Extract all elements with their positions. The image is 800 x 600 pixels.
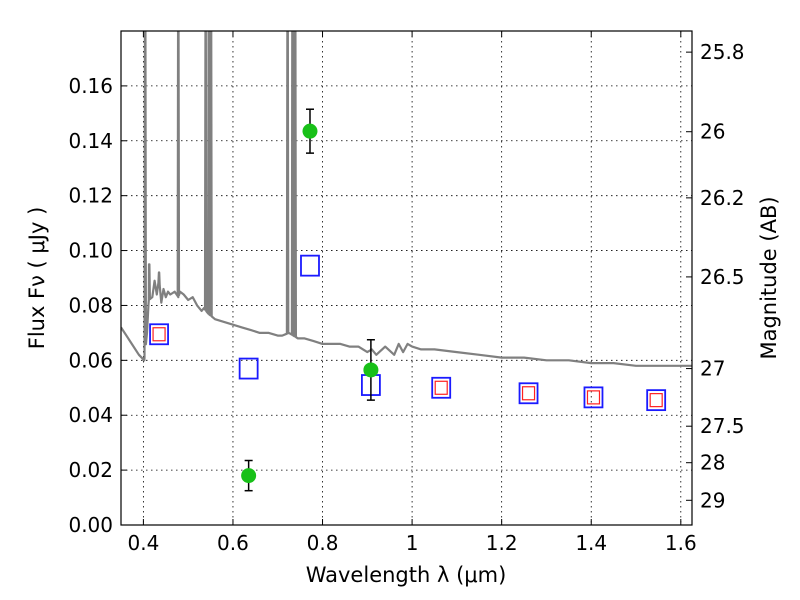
model-photometry-square [646,389,667,412]
y2-tick-label: 26.5 [700,265,745,289]
y-tick-label: 0.16 [68,74,113,98]
y-tick-label: 0.00 [68,513,113,537]
observed-point [302,123,318,139]
y-tick-label: 0.12 [68,184,113,208]
y-tick-label: 0.04 [68,403,113,427]
model-photometry-square [583,386,604,409]
x-tick-label: 1.2 [486,531,518,555]
y2-tick-label: 25.8 [700,40,745,64]
x-tick-label: 0.8 [307,531,339,555]
axis-ticks: 0.4 0.6 0.8 1 1.2 1.4 1.6 0.00 0.02 0.04 0.06 0.08 0… [68,31,745,555]
x-tick-label: 0.6 [217,531,249,555]
plot-frame [120,30,693,526]
y2-axis-label: Magnitude (AB) [757,196,781,359]
x-tick-label: 1.6 [665,531,697,555]
plot-background [121,31,692,525]
x-tick-label: 1.4 [575,531,607,555]
y2-tick-label: 29 [700,488,725,512]
y-tick-label: 0.08 [68,293,113,317]
model-photometry-square [300,254,320,277]
inner-photometry-square [521,386,536,401]
photometry-points [149,108,667,492]
model-photometry-square [518,382,539,405]
inner-photometry-square [649,393,663,408]
y2-tick-label: 27 [700,357,725,381]
observed-point [363,362,379,378]
y2-tick-label: 26.2 [700,186,745,210]
y-tick-label: 0.06 [68,348,113,372]
observed-point [241,468,257,484]
inner-photometry-square [152,327,166,342]
model-photometry-square [149,323,169,346]
model-photometry-square [431,376,452,399]
model-photometry-square [238,357,259,380]
y-tick-label: 0.14 [68,129,113,153]
model-spectrum-line [121,31,692,367]
x-tick-label: 1 [406,531,419,555]
y-tick-label: 0.10 [68,239,113,263]
x-axis-label: Wavelength λ (μm) [306,563,507,587]
model-spectrum [121,31,692,367]
x-tick-label: 0.4 [127,531,159,555]
y2-tick-label: 28 [700,451,725,475]
y2-tick-label: 26 [700,120,725,144]
y2-tick-label: 27.5 [700,414,745,438]
inner-photometry-square [434,380,448,395]
y-tick-label: 0.02 [68,458,113,482]
y-axis-label: Flux Fν ( μJy ) [25,207,49,350]
inner-photometry-square [586,390,601,405]
